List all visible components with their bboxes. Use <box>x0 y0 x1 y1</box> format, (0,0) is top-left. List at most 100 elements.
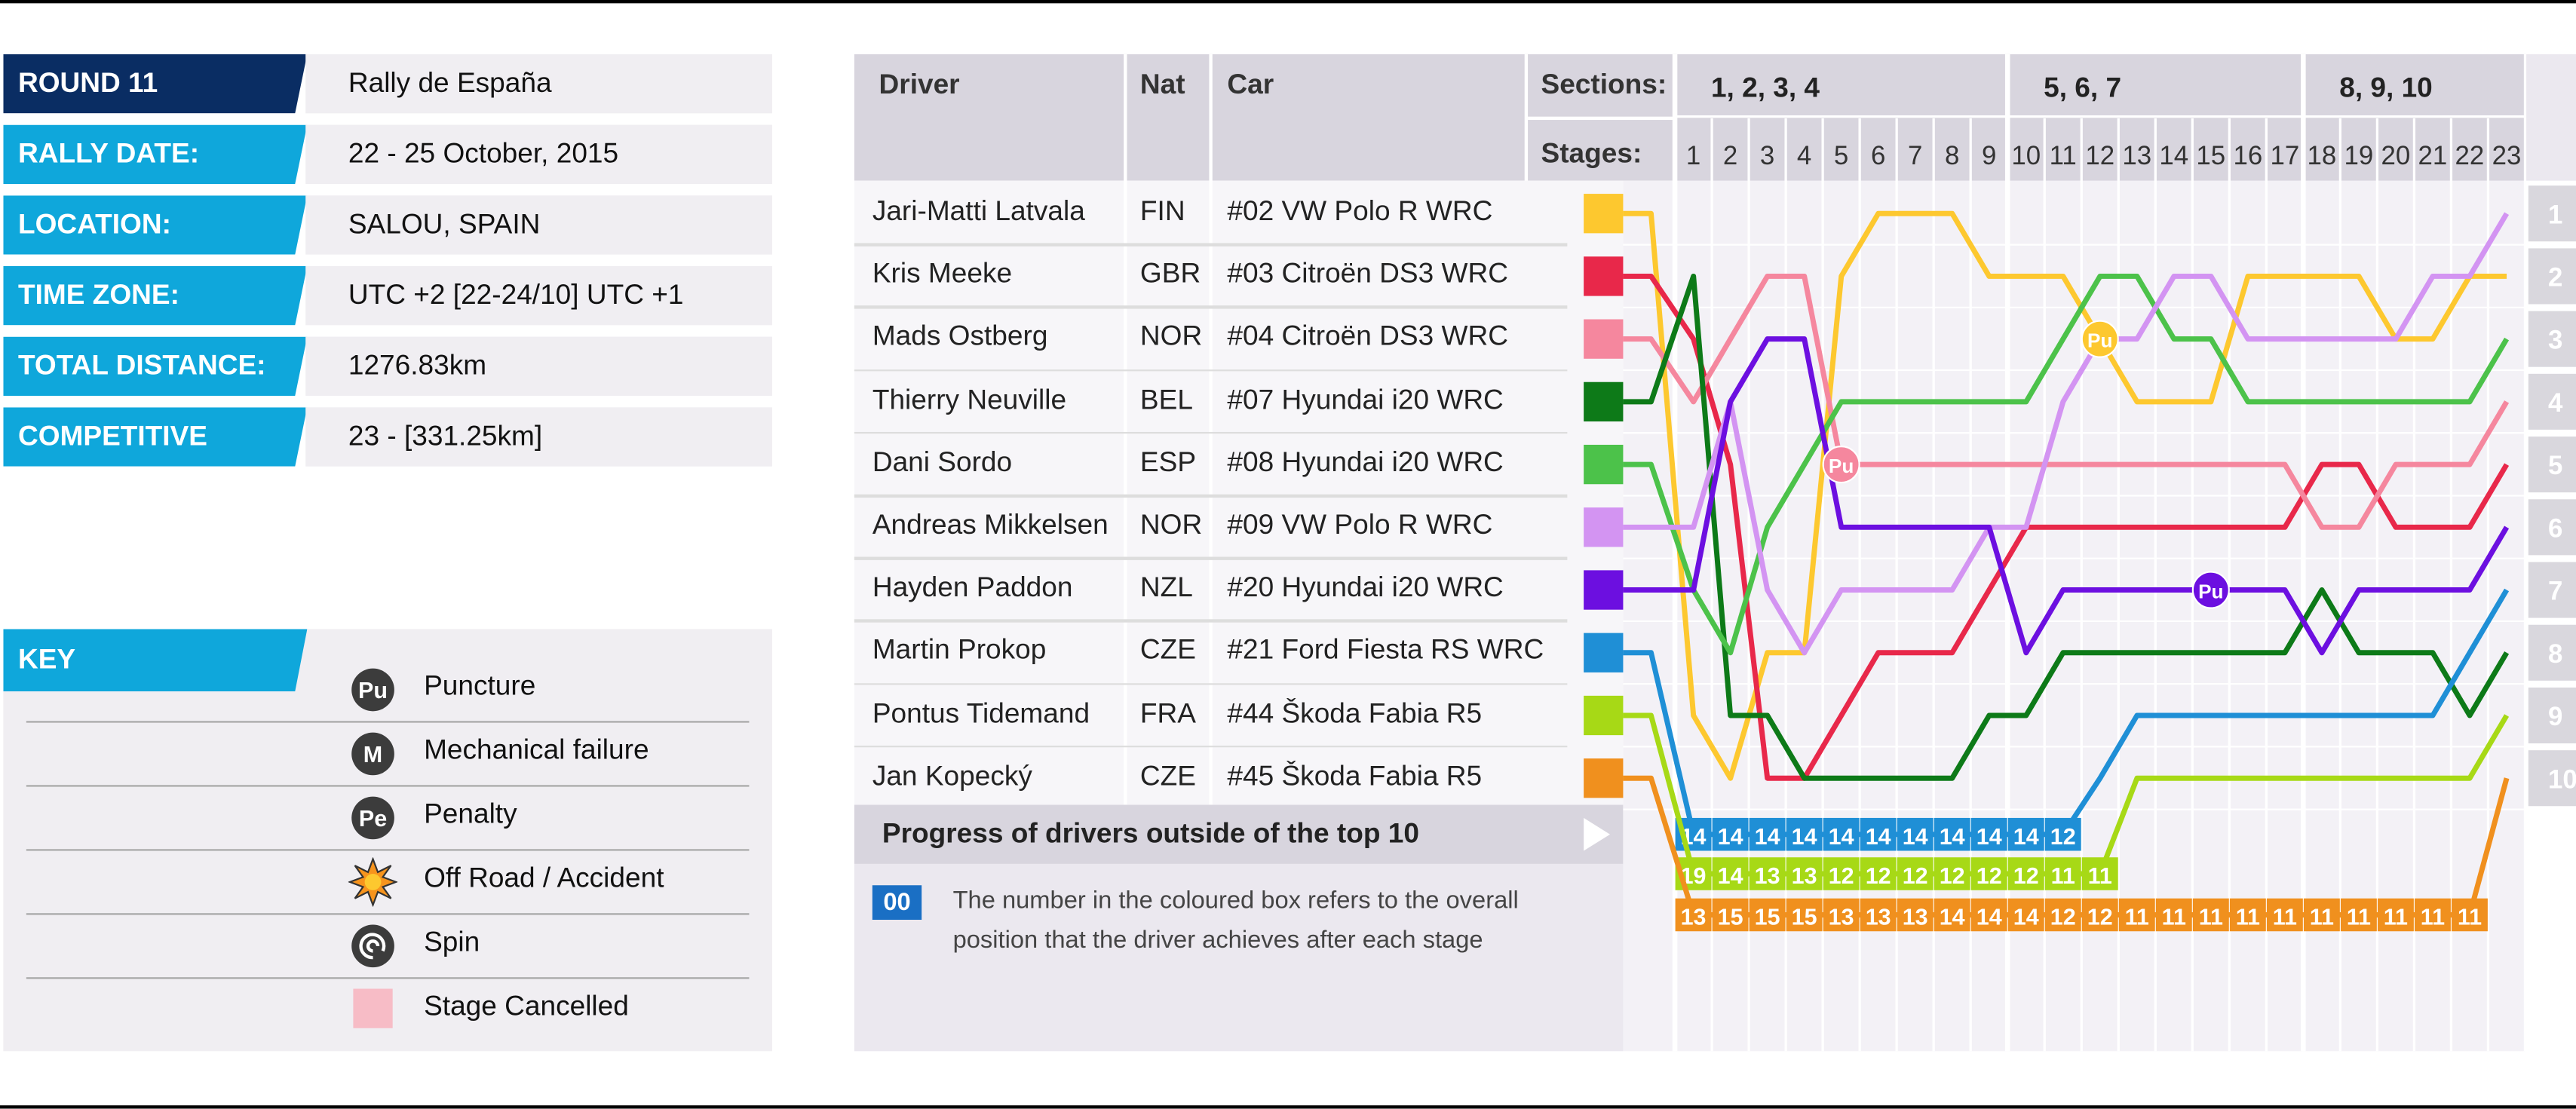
driver-nat: FIN <box>1139 195 1185 227</box>
header-tail-bg <box>2525 54 2576 181</box>
outside-top10-position: 14 <box>1718 824 1743 850</box>
stage-number: 16 <box>2233 141 2262 170</box>
driver-name: Pontus Tidemand <box>872 697 1090 729</box>
outside-top10-position: 13 <box>1681 905 1707 930</box>
outside-top10-box <box>2044 857 2081 890</box>
driver-car: #45 Škoda Fabia R5 <box>1227 760 1483 792</box>
outside-top10-box <box>1934 898 1970 932</box>
final-position-label: 9 <box>2548 702 2562 731</box>
stage-number: 15 <box>2196 141 2225 170</box>
driver-name: Andreas Mikkelsen <box>872 509 1109 541</box>
outside-top10-box <box>1970 817 2007 851</box>
note-text-line-1: The number in the coloured box refers to… <box>952 887 1519 915</box>
info-value: 1276.83km <box>305 336 772 397</box>
spin-icon <box>351 924 394 968</box>
note-bg <box>854 863 1624 1052</box>
mechanical-failure-icon: M <box>351 732 394 776</box>
outside-top10-box <box>1823 898 1860 932</box>
driver-color-swatch <box>1584 758 1624 798</box>
row-divider <box>854 682 1568 685</box>
puncture-icon-label: Pu <box>1829 455 1854 477</box>
outside-top10-position: 14 <box>1718 863 1743 889</box>
driver-name: Mads Ostberg <box>872 320 1048 353</box>
final-position-label: 6 <box>2548 513 2562 543</box>
driver-nat: BEL <box>1139 383 1193 415</box>
stage-number: 2 <box>1723 141 1737 170</box>
outside-top10-position: 11 <box>2273 905 2297 930</box>
penalty-icon: Pe <box>351 796 394 840</box>
info-value: Rally de España <box>305 54 772 114</box>
driver-nat: NOR <box>1139 320 1203 353</box>
outside-top10-box <box>1675 898 1712 932</box>
outside-top10-position: 14 <box>1976 824 2002 850</box>
final-position-cell <box>2528 311 2576 367</box>
outside-top10-box <box>2007 898 2044 932</box>
outside-top10-box <box>2192 898 2229 932</box>
outside-top10-box <box>1897 857 1934 890</box>
info-label: RALLY DATE: <box>3 124 308 184</box>
outside-top10-position: 15 <box>1755 905 1780 930</box>
bottom-rule <box>0 1105 2576 1109</box>
outside-top10-box <box>1786 817 1823 851</box>
section-label: 8, 9, 10 <box>2339 72 2432 103</box>
puncture-icon-label: Pu <box>2087 329 2112 352</box>
outside-top10-position: 14 <box>2013 905 2039 930</box>
driver-position-line <box>1623 273 2510 781</box>
final-position-label: 8 <box>2548 639 2562 669</box>
row-divider <box>854 306 1568 309</box>
final-position-cell <box>2528 750 2576 807</box>
outside-top10-position: 13 <box>1755 863 1780 889</box>
outside-top10-position: 12 <box>2087 905 2113 930</box>
outside-top10-position: 13 <box>1829 905 1854 930</box>
key-label: Off Road / Accident <box>424 862 664 894</box>
row-divider <box>854 431 1568 434</box>
outside-top10-position: 12 <box>1903 863 1928 889</box>
outside-top10-box <box>1749 898 1786 932</box>
row-divider <box>854 494 1568 498</box>
outside-top10-box <box>1749 817 1786 851</box>
driver-position-line <box>1623 273 2510 530</box>
row-divider <box>854 556 1568 560</box>
outside-top10-position: 13 <box>1866 905 1891 930</box>
driver-car: #09 VW Polo R WRC <box>1227 509 1493 541</box>
col-divider-car <box>1209 54 1213 805</box>
driver-car: #21 Ford Fiesta RS WRC <box>1227 634 1544 666</box>
driver-name: Jari-Matti Latvala <box>872 195 1085 227</box>
outside-top10-box <box>2155 898 2192 932</box>
stage-number: 4 <box>1797 141 1811 170</box>
outside-top10-box <box>1786 898 1823 932</box>
final-position-label: 10 <box>2548 764 2576 794</box>
outside-top10-position: 11 <box>2125 905 2149 930</box>
driver-position-line <box>1623 273 2510 781</box>
driver-car: #07 Hyundai i20 WRC <box>1227 383 1504 415</box>
stage-number: 1 <box>1686 141 1700 170</box>
off-road-accident-icon <box>347 856 399 908</box>
key-label: Mechanical failure <box>424 734 649 766</box>
driver-car: #02 VW Polo R WRC <box>1227 195 1493 227</box>
header-divider <box>1528 116 1676 119</box>
driver-car: #08 Hyundai i20 WRC <box>1227 446 1504 478</box>
note-text-line-2: position that the driver achieves after … <box>952 926 1483 954</box>
driver-name: Kris Meeke <box>872 258 1013 290</box>
driver-color-swatch <box>1584 507 1624 547</box>
driver-color-swatch <box>1584 633 1624 672</box>
stage-number: 20 <box>2381 141 2411 170</box>
driver-nat: FRA <box>1139 697 1196 729</box>
key-item: M Mechanical failure <box>26 721 750 787</box>
outside-top10-box <box>2007 857 2044 890</box>
final-position-label: 5 <box>2548 451 2562 480</box>
driver-name: Martin Prokop <box>872 634 1047 666</box>
final-position-label: 4 <box>2548 388 2563 418</box>
stage-number: 19 <box>2344 141 2373 170</box>
sections-header: Sections: <box>1541 69 1667 100</box>
outside-top10-position: 15 <box>1792 905 1817 930</box>
stage-number: 14 <box>2159 141 2188 170</box>
outside-top10-box <box>2007 817 2044 851</box>
stage-number: 8 <box>1945 141 1959 170</box>
key-item: Stage Cancelled <box>26 977 750 1041</box>
outside-top10-box <box>1970 898 2007 932</box>
final-position-cell <box>2528 185 2576 242</box>
driver-name: Thierry Neuville <box>872 383 1067 415</box>
puncture-icon <box>2081 320 2119 358</box>
